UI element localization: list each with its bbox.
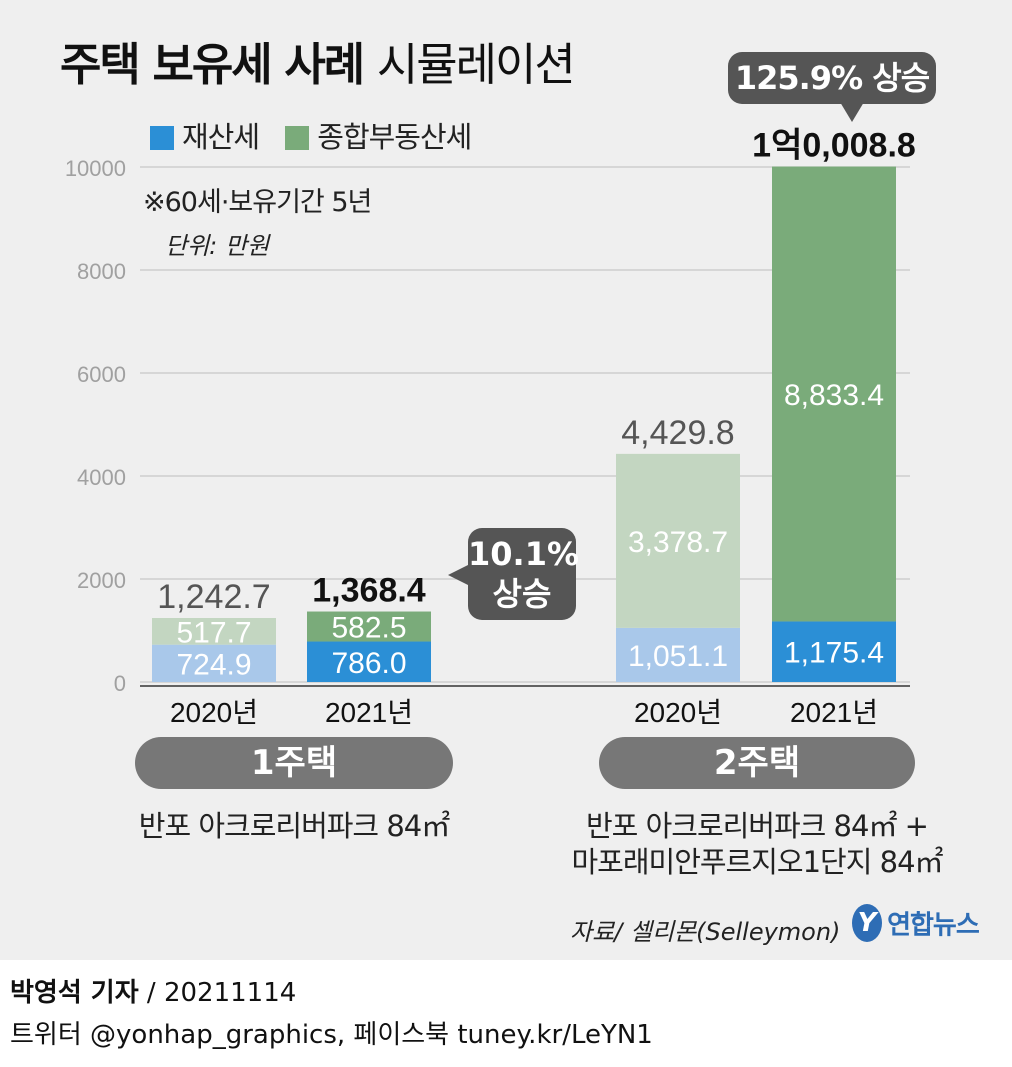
y-tick-label: 4000 bbox=[77, 465, 126, 490]
data-label-total: 1,368.4 bbox=[312, 572, 426, 610]
bar-property-tax bbox=[152, 644, 276, 682]
yonhap-logo: Y 연합뉴스 bbox=[852, 904, 980, 942]
bar-chart: 0 2000 4000 6000 8000 10000 724.9517.71,242.7… bbox=[65, 127, 916, 728]
data-label-total: 4,429.8 bbox=[621, 414, 734, 452]
bar-comprehensive-tax bbox=[772, 166, 896, 622]
group-label-two-house: 2주택 bbox=[599, 737, 915, 789]
infographic-panel: 주택 보유세 사례 시뮬레이션 재산세 종합부동산세 ※60세·보유기간 5년 … bbox=[0, 0, 1012, 960]
bar-comprehensive-tax bbox=[307, 611, 431, 642]
x-tick-label: 2020년 bbox=[170, 697, 258, 728]
bar-property-tax bbox=[307, 641, 431, 682]
x-tick-label: 2021년 bbox=[325, 697, 413, 728]
bar-comprehensive-tax bbox=[616, 453, 740, 628]
legend-swatch-property-tax bbox=[150, 126, 174, 150]
reporter-name: 박영석 기자 bbox=[10, 978, 139, 1008]
group-desc-one-house: 반포 아크로리버파크 84㎡ bbox=[138, 809, 450, 843]
data-label-comprehensive-tax: 3,378.7 bbox=[628, 526, 728, 559]
bar-property-tax bbox=[772, 621, 896, 682]
y-tick-label: 0 bbox=[114, 671, 126, 696]
publish-date: / 20211114 bbox=[146, 978, 297, 1008]
callout-two-house-increase: 125.9% 상승 bbox=[728, 52, 936, 122]
title-main: 주택 보유세 사례 bbox=[60, 38, 365, 91]
bar-comprehensive-tax bbox=[152, 618, 276, 645]
x-tick-label: 2021년 bbox=[790, 697, 878, 728]
y-tick-label: 2000 bbox=[77, 568, 126, 593]
unit-note: 단위: 만원 bbox=[165, 232, 270, 260]
callout-one-house-line2: 상승 bbox=[492, 575, 552, 613]
title-sub: 시뮬레이션 bbox=[376, 38, 576, 91]
callout-one-house-line1: 10.1% bbox=[468, 535, 580, 573]
group-label-one-house: 1주택 bbox=[135, 737, 453, 789]
data-label-comprehensive-tax: 582.5 bbox=[331, 612, 406, 645]
footer-credit: 박영석 기자 / 20211114 bbox=[10, 972, 296, 1009]
legend-swatch-comprehensive-tax bbox=[285, 126, 310, 150]
group-desc-two-house: 반포 아크로리버파크 84㎡ + 마포래미안푸르지오1단지 84㎡ bbox=[550, 808, 964, 880]
y-tick-label: 8000 bbox=[77, 259, 126, 284]
group-desc-two-house-line2: 마포래미안푸르지오1단지 84㎡ bbox=[571, 845, 943, 879]
data-label-property-tax: 786.0 bbox=[331, 647, 406, 680]
legend-label-comprehensive-tax: 종합부동산세 bbox=[317, 120, 472, 154]
y-tick-label: 6000 bbox=[77, 362, 126, 387]
group-desc-two-house-line1: 반포 아크로리버파크 84㎡ + bbox=[586, 809, 929, 843]
condition-note: ※60세·보유기간 5년 bbox=[143, 187, 372, 218]
yonhap-logo-text: 연합뉴스 bbox=[887, 910, 980, 941]
data-label-total: 1,242.7 bbox=[157, 578, 270, 616]
legend: 재산세 종합부동산세 bbox=[150, 114, 472, 156]
data-label-comprehensive-tax: 517.7 bbox=[176, 616, 251, 649]
legend-label-property-tax: 재산세 bbox=[182, 120, 260, 154]
page-title: 주택 보유세 사례 시뮬레이션 bbox=[60, 28, 576, 93]
data-label-property-tax: 1,051.1 bbox=[628, 640, 728, 673]
yonhap-logo-icon: Y bbox=[852, 904, 882, 942]
data-label-property-tax: 1,175.4 bbox=[784, 637, 884, 670]
data-label-total: 1억0,008.8 bbox=[752, 127, 916, 165]
footer-social: 트위터 @yonhap_graphics, 페이스북 tuney.kr/LeYN… bbox=[10, 1020, 653, 1050]
x-tick-label: 2020년 bbox=[634, 697, 722, 728]
data-label-comprehensive-tax: 8,833.4 bbox=[784, 379, 884, 412]
source-credit: 자료/ 셀리몬(Selleymon) bbox=[570, 918, 841, 946]
data-label-property-tax: 724.9 bbox=[176, 648, 251, 681]
bar-property-tax bbox=[616, 627, 740, 682]
y-tick-label: 10000 bbox=[65, 156, 126, 181]
callout-one-house-increase: 10.1% 상승 bbox=[448, 528, 580, 620]
